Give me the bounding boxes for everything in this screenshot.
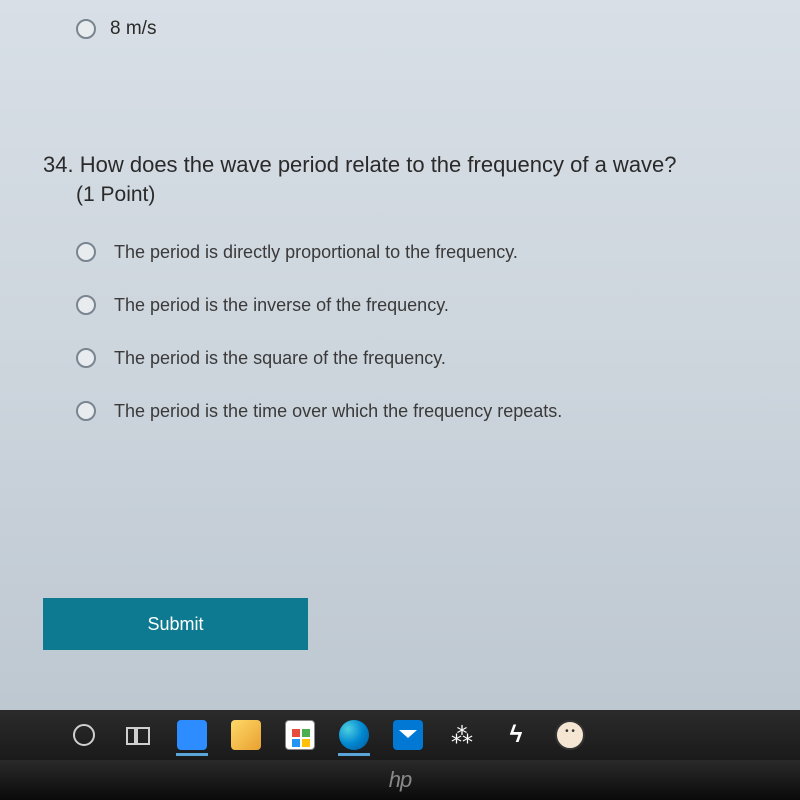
mail-app-button[interactable] bbox=[384, 714, 432, 756]
quiz-page: 8 m/s 34. How does the wave period relat… bbox=[0, 0, 800, 710]
options-list: The period is directly proportional to t… bbox=[76, 242, 770, 422]
hp-logo: hp bbox=[389, 767, 411, 793]
face-icon bbox=[555, 720, 585, 750]
app-button[interactable]: ϟ bbox=[492, 714, 540, 756]
option-2[interactable]: The period is the inverse of the frequen… bbox=[76, 295, 770, 316]
option-text: The period is directly proportional to t… bbox=[114, 242, 518, 263]
option-4[interactable]: The period is the time over which the fr… bbox=[76, 401, 770, 422]
taskview-icon bbox=[126, 725, 150, 745]
previous-option-text: 8 m/s bbox=[110, 18, 156, 40]
question-text: 34. How does the wave period relate to t… bbox=[43, 150, 770, 181]
question-number: 34. bbox=[43, 152, 74, 177]
submit-button[interactable]: Submit bbox=[43, 598, 308, 650]
windows-taskbar[interactable]: ⁂ ϟ bbox=[0, 710, 800, 760]
option-3[interactable]: The period is the square of the frequenc… bbox=[76, 348, 770, 369]
cortana-search-button[interactable] bbox=[60, 714, 108, 756]
option-text: The period is the square of the frequenc… bbox=[114, 348, 446, 369]
radio-icon[interactable] bbox=[76, 19, 96, 39]
laptop-bezel: hp bbox=[0, 760, 800, 800]
radio-icon[interactable] bbox=[76, 348, 96, 368]
dropbox-icon: ⁂ bbox=[449, 723, 475, 747]
zoom-app-button[interactable] bbox=[168, 714, 216, 756]
lightning-icon: ϟ bbox=[510, 721, 523, 749]
option-text: The period is the time over which the fr… bbox=[114, 401, 562, 422]
assistant-button[interactable] bbox=[546, 714, 594, 756]
radio-icon[interactable] bbox=[76, 295, 96, 315]
radio-icon[interactable] bbox=[76, 401, 96, 421]
submit-label: Submit bbox=[147, 614, 203, 635]
radio-icon[interactable] bbox=[76, 242, 96, 262]
microsoft-store-button[interactable] bbox=[276, 714, 324, 756]
folder-icon bbox=[231, 720, 261, 750]
question-body: How does the wave period relate to the f… bbox=[80, 152, 677, 177]
mail-icon bbox=[393, 720, 423, 750]
question-block: 34. How does the wave period relate to t… bbox=[43, 150, 770, 454]
task-view-button[interactable] bbox=[114, 714, 162, 756]
option-1[interactable]: The period is directly proportional to t… bbox=[76, 242, 770, 263]
question-points: (1 Point) bbox=[76, 183, 770, 207]
store-icon bbox=[285, 720, 315, 750]
edge-icon bbox=[339, 720, 369, 750]
circle-icon bbox=[73, 724, 95, 746]
edge-browser-button[interactable] bbox=[330, 714, 378, 756]
previous-question-option[interactable]: 8 m/s bbox=[76, 18, 156, 40]
file-explorer-button[interactable] bbox=[222, 714, 270, 756]
option-text: The period is the inverse of the frequen… bbox=[114, 295, 449, 316]
zoom-icon bbox=[177, 720, 207, 750]
dropbox-button[interactable]: ⁂ bbox=[438, 714, 486, 756]
